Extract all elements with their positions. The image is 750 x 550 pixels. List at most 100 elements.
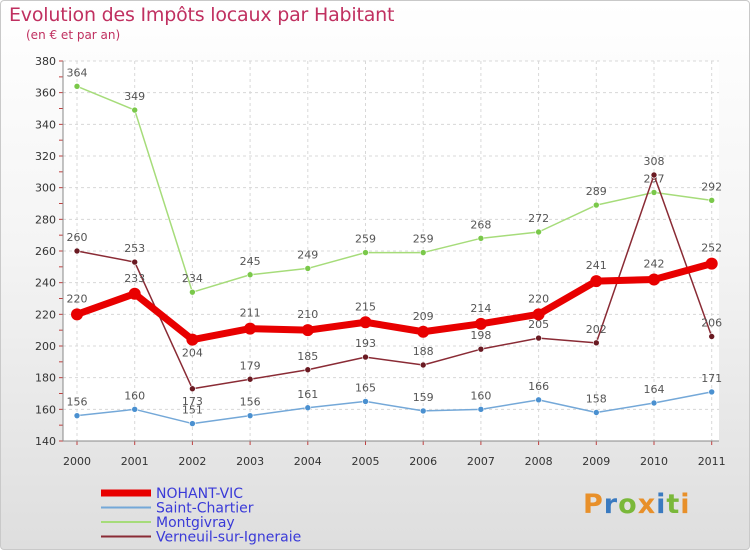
data-point-nohant-vic-2006 [417,325,430,338]
data-point-verneuil-sur-igneraie-2007 [477,345,485,353]
data-point-saint-chartier-2003 [246,412,254,419]
x-tick-label: 2002 [178,455,206,468]
data-label: 159 [413,391,434,404]
data-label: 156 [240,396,261,409]
y-tick-label: 200 [35,340,56,353]
data-point-verneuil-sur-igneraie-2010 [650,171,658,179]
data-point-saint-chartier-2007 [477,406,485,413]
y-tick-label: 140 [35,435,56,448]
x-tick-label: 2006 [409,455,437,468]
y-tick-label: 240 [35,277,56,290]
data-point-saint-chartier-2010 [650,399,658,407]
data-point-saint-chartier-2008 [535,396,542,404]
data-point-montgivray-2001 [131,106,138,114]
data-label: 160 [470,389,491,402]
data-point-nohant-vic-2011 [705,257,718,270]
y-tick-label: 340 [35,118,56,131]
data-label: 364 [67,66,88,79]
data-point-montgivray-2003 [246,271,254,279]
data-point-saint-chartier-2000 [73,412,81,419]
data-point-nohant-vic-2004 [301,324,314,337]
y-tick-label: 280 [35,213,56,226]
y-tick-label: 160 [35,403,56,416]
data-label: 289 [586,185,607,198]
series-line-nohant-vic [75,260,713,344]
y-tick-label: 360 [35,87,56,100]
y-tick-label: 320 [35,150,56,163]
data-label: 173 [182,395,203,408]
legend-entry-montgivray: Montgivray [156,515,235,531]
data-label: 206 [701,317,722,330]
x-tick-label: 2009 [582,455,610,468]
logo-letter: t [666,489,681,520]
data-label: 220 [528,292,549,305]
data-label: 210 [297,308,318,321]
data-label: 166 [528,380,549,393]
data-label: 259 [355,233,376,246]
series-line-montgivray [76,85,712,293]
data-point-nohant-vic-2000 [71,308,83,321]
data-label: 160 [124,389,145,402]
data-label: 158 [586,393,607,406]
logo-letter: o [618,489,638,520]
data-point-nohant-vic-2007 [474,317,487,330]
y-tick-label: 300 [35,182,56,195]
data-point-nohant-vic-2002 [186,333,199,346]
data-point-montgivray-2009 [592,201,600,209]
y-tick-label: 380 [35,55,56,68]
data-label: 185 [297,350,318,363]
data-label: 241 [586,259,607,272]
y-tick-label: 260 [35,245,56,258]
data-point-verneuil-sur-igneraie-2006 [419,361,427,369]
series-line-saint-chartier [76,391,712,425]
logo-letter: P [583,489,604,520]
proxiti-logo: Proxiti [583,489,691,520]
data-label: 202 [586,323,607,336]
chart-subtitle: (en € et par an) [26,28,121,42]
data-point-montgivray-2005 [362,249,369,256]
data-label: 292 [701,180,722,193]
data-label: 171 [701,372,722,385]
data-point-verneuil-sur-igneraie-2011 [708,333,716,340]
logo-letter: r [603,489,619,520]
data-label: 214 [470,302,491,315]
data-label: 252 [701,242,722,255]
data-point-verneuil-sur-igneraie-2005 [362,353,369,361]
x-tick-label: 2007 [467,455,495,468]
x-tick-label: 2004 [294,455,322,468]
data-point-saint-chartier-2004 [304,404,312,412]
data-label: 193 [355,337,376,350]
data-point-verneuil-sur-igneraie-2003 [246,375,254,383]
data-point-montgivray-2010 [650,189,658,196]
data-point-saint-chartier-2006 [419,407,427,415]
data-label: 188 [413,345,434,358]
data-label: 268 [470,218,491,231]
data-point-montgivray-2002 [189,288,196,296]
data-point-montgivray-2008 [535,228,542,236]
data-label: 209 [413,310,434,323]
data-label: 211 [240,307,261,320]
data-label: 165 [355,381,376,394]
data-point-nohant-vic-2009 [590,275,603,288]
logo-letter: i [680,489,691,520]
data-label: 179 [240,359,261,372]
data-point-verneuil-sur-igneraie-2004 [304,366,312,374]
data-point-saint-chartier-2002 [189,420,196,427]
data-label: 198 [470,329,491,342]
data-point-nohant-vic-2003 [244,322,257,335]
data-label: 260 [67,231,88,244]
data-label: 205 [528,318,549,331]
x-tick-label: 2003 [236,455,264,468]
data-label: 249 [297,248,318,261]
data-point-nohant-vic-2001 [128,287,141,300]
data-label: 234 [182,272,203,285]
data-label: 349 [124,90,145,103]
data-label: 151 [182,404,203,417]
data-label: 161 [297,388,318,401]
data-label: 297 [644,172,665,185]
data-point-montgivray-2007 [477,235,485,242]
data-point-montgivray-2004 [304,265,312,272]
series-line-verneuil-sur-igneraie [76,174,713,390]
